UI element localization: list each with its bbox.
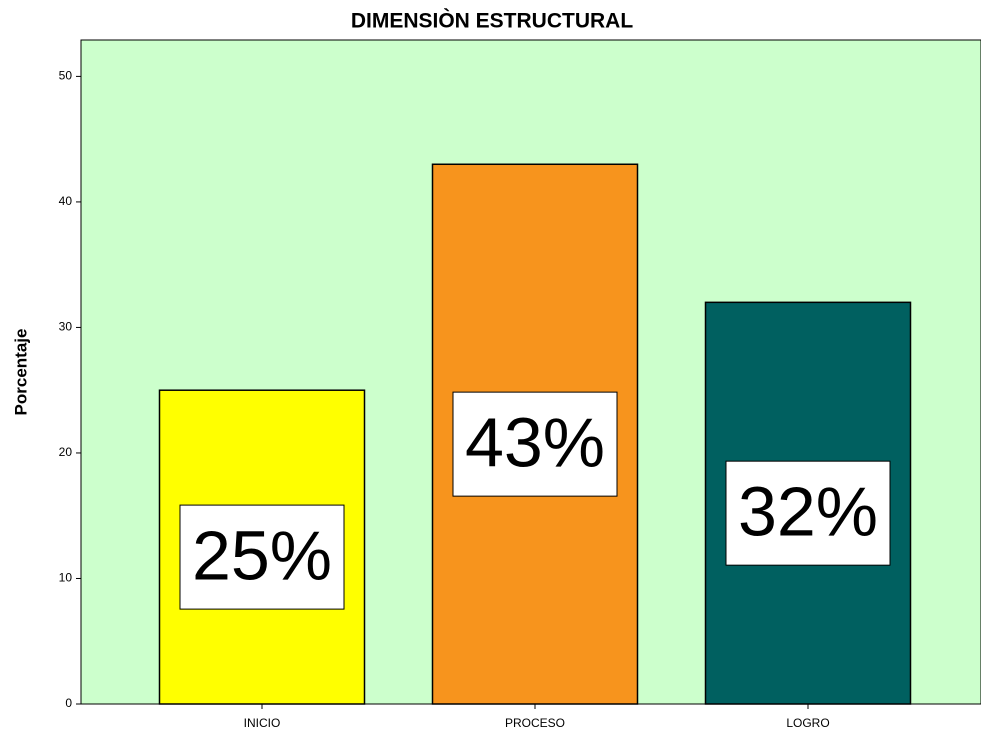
y-tick-label: 40 — [59, 194, 73, 208]
value-label: 25% — [192, 517, 332, 595]
y-tick-label: 30 — [59, 320, 73, 334]
y-tick-label: 10 — [59, 571, 73, 585]
chart-title: DIMENSIÒN ESTRUCTURAL — [351, 9, 634, 33]
x-tick-label: PROCESO — [505, 716, 565, 730]
value-label: 32% — [738, 473, 878, 551]
y-tick-label: 0 — [65, 696, 72, 710]
y-tick-label: 50 — [59, 69, 73, 83]
x-tick-label: INICIO — [244, 716, 281, 730]
value-label-box — [725, 460, 891, 566]
value-label: 43% — [465, 404, 605, 482]
value-label-box — [452, 391, 618, 497]
value-label-box — [179, 504, 345, 610]
y-axis-label: Porcentaje — [11, 329, 30, 416]
y-tick-label: 20 — [59, 445, 73, 459]
x-tick-label: LOGRO — [786, 716, 829, 730]
